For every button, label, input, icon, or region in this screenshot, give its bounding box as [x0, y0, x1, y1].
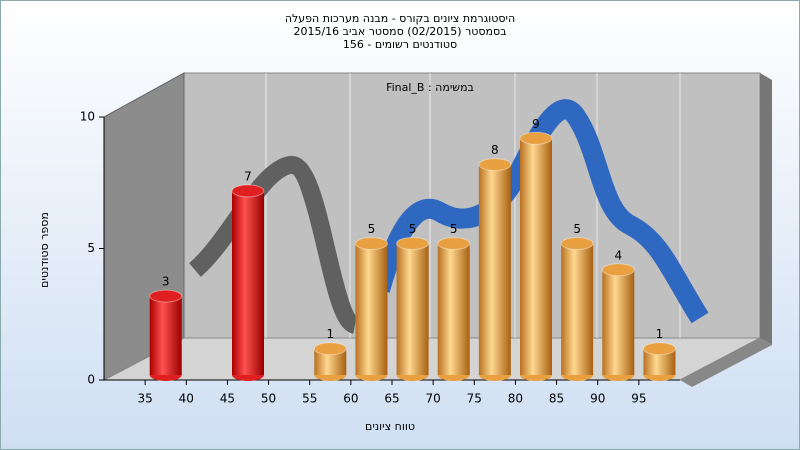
bar-top — [437, 237, 471, 250]
bar-body — [232, 190, 264, 375]
data-label: 5 — [368, 222, 376, 236]
bar-body — [520, 138, 552, 375]
subtitle: במשימה : Final_B — [386, 81, 474, 94]
x-tick-label: 55 — [302, 392, 317, 406]
data-label: 5 — [573, 222, 581, 236]
curve-gray — [188, 156, 360, 334]
y-tick-label: 10 — [80, 110, 95, 124]
bar-body — [355, 243, 388, 375]
bar-top — [519, 131, 553, 145]
back-wall — [183, 72, 761, 339]
x-tick-label: 50 — [261, 392, 276, 406]
bar — [313, 342, 347, 381]
bar-top — [642, 342, 676, 356]
bar-body — [396, 243, 429, 375]
bar-body — [437, 243, 470, 375]
x-tick-label: 90 — [590, 392, 605, 406]
bar-top — [149, 289, 183, 303]
data-label: 9 — [532, 117, 540, 131]
bar-body — [602, 269, 635, 375]
floor-edge — [680, 338, 772, 387]
bar-body — [149, 296, 182, 375]
data-label: 5 — [450, 222, 458, 236]
bar — [396, 237, 430, 381]
x-tick-label: 60 — [343, 392, 358, 406]
bar — [354, 237, 388, 381]
x-tick-label: 80 — [508, 392, 523, 406]
title-line: היסטוגרמת ציונים בקורס - מבנה מערכות הפע… — [285, 12, 515, 25]
data-label: 1 — [656, 327, 664, 341]
bar-top — [560, 237, 594, 250]
y-axis-label: מספר סטודנטים — [38, 212, 51, 288]
bar-top — [354, 237, 388, 250]
bar-body — [561, 243, 594, 375]
x-tick-label: 70 — [426, 392, 441, 406]
x-tick-label: 35 — [138, 392, 153, 406]
data-label: 8 — [491, 143, 499, 157]
bar — [642, 342, 676, 381]
bar-top — [231, 184, 265, 198]
bar-top — [313, 342, 347, 356]
bar — [437, 237, 471, 381]
data-label: 7 — [244, 169, 252, 183]
bar — [478, 158, 512, 381]
wall-edge — [760, 73, 772, 345]
y-tick-label: 0 — [87, 373, 95, 387]
title-line: סטודנטים רשומים - 156 — [343, 38, 457, 51]
bar-top — [478, 158, 512, 172]
x-tick-label: 85 — [549, 392, 564, 406]
x-tick-label: 65 — [384, 392, 399, 406]
y-tick-label: 5 — [87, 241, 95, 255]
data-label: 3 — [162, 275, 170, 289]
data-label: 4 — [614, 248, 622, 262]
data-label: 1 — [326, 327, 334, 341]
x-axis-label: טווח ציונים — [365, 420, 415, 433]
x-tick-label: 75 — [467, 392, 482, 406]
x-tick-label: 45 — [220, 392, 235, 406]
bar — [519, 131, 553, 381]
bar-top — [396, 237, 430, 250]
bar-top — [601, 263, 635, 277]
bar-body — [478, 164, 511, 375]
bar — [560, 237, 594, 381]
x-tick-label: 40 — [179, 392, 194, 406]
curve-blue — [370, 99, 709, 324]
data-label: 5 — [409, 222, 417, 236]
bar — [231, 184, 265, 381]
title-line: בסמסטר (02/2015) סמסטר אביב 2015/16 — [293, 25, 506, 38]
bar — [149, 289, 183, 381]
x-tick-label: 95 — [631, 392, 646, 406]
bar — [601, 263, 635, 381]
